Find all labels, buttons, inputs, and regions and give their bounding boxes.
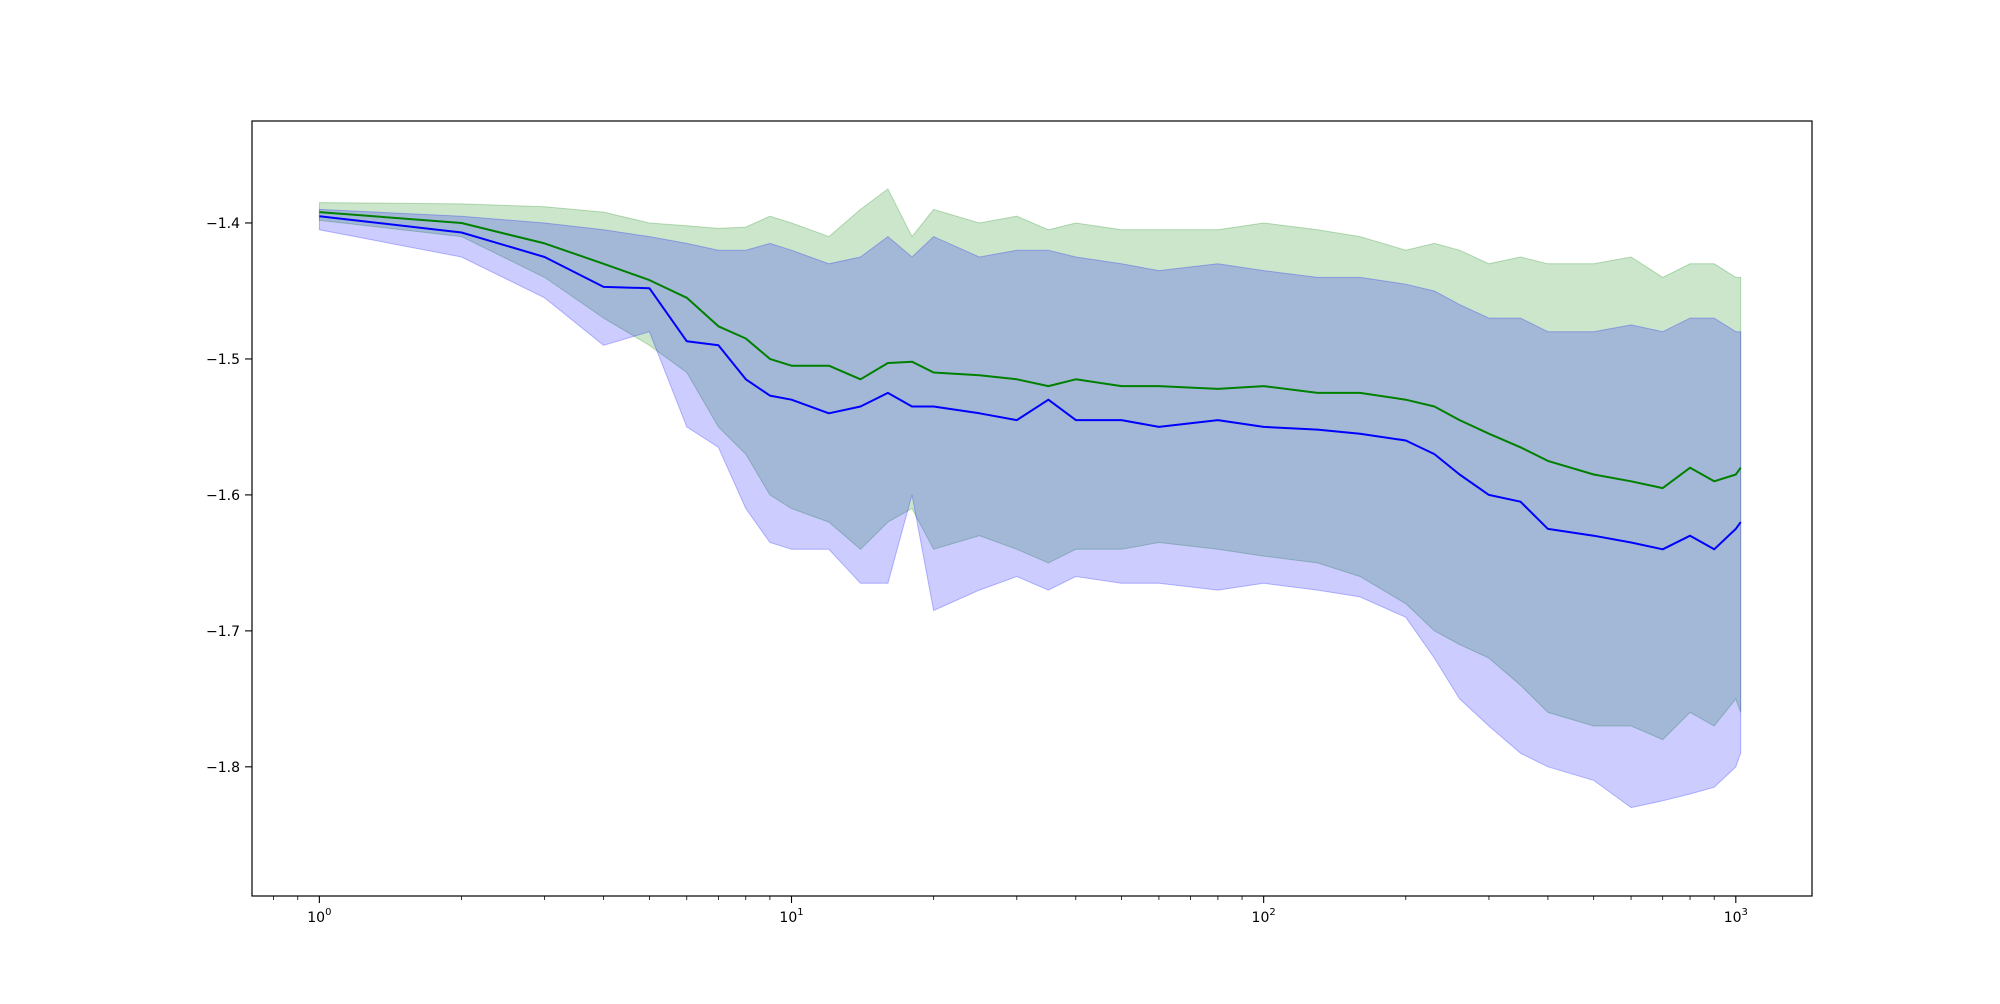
x-tick-label: 100 [307, 907, 331, 926]
y-tick-label: −1.8 [206, 760, 240, 776]
y-tick-label: −1.7 [206, 624, 240, 640]
x-tick-label: 103 [1724, 907, 1748, 926]
series-0-band [318, 188, 1742, 741]
y-axis: −1.4 −1.5 −1.6 −1.7 −1.8 [206, 216, 252, 776]
x-tick-label: 101 [779, 907, 803, 926]
plot-frame [251, 120, 1813, 897]
y-tick-label: −1.5 [206, 352, 240, 368]
x-tick-label: 102 [1252, 907, 1276, 926]
series-0-mean-line [319, 211, 1742, 490]
x-axis: 100 101 102 103 [273, 896, 1748, 926]
lines-layer [319, 211, 1742, 551]
bands-layer [318, 188, 1742, 809]
series-1-band [318, 208, 1742, 809]
y-tick-label: −1.4 [206, 216, 240, 232]
y-tick-label: −1.6 [206, 488, 240, 504]
series-1-mean-line [319, 215, 1742, 551]
